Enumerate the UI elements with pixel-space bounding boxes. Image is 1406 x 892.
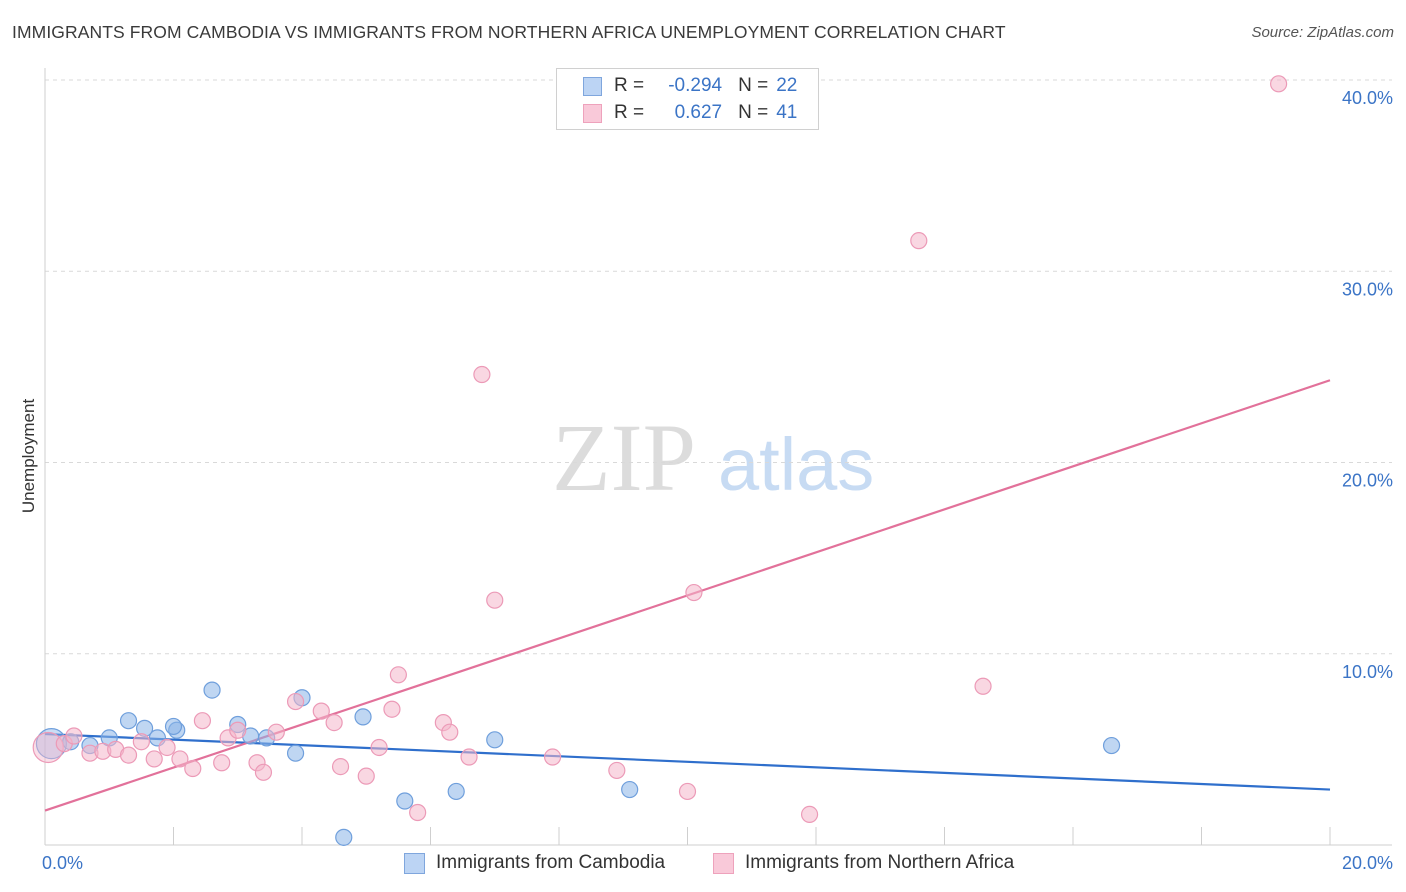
- northern-africa-point: [132, 733, 150, 751]
- northern-africa-point: [229, 721, 247, 739]
- stats-legend: R = -0.294 N = 22 R = 0.627 N = 41: [556, 68, 819, 130]
- northern-africa-point: [543, 748, 562, 766]
- northern-africa-point: [441, 723, 459, 741]
- r-value: -0.294: [668, 75, 723, 96]
- northern-africa-point: [370, 738, 388, 757]
- northern-africa-point: [65, 727, 83, 745]
- northern-africa-swatch: [583, 103, 602, 123]
- n-value: 22: [776, 75, 798, 96]
- northern-africa-point: [608, 761, 626, 780]
- chart-title: IMMIGRANTS FROM CAMBODIA VS IMMIGRANTS F…: [12, 22, 1006, 42]
- cambodia-point: [119, 712, 138, 730]
- stats-row-cambodia: R = -0.294 N = 22: [583, 74, 797, 98]
- cambodia-trend-line: [44, 732, 1331, 791]
- watermark-zip: ZIP: [552, 404, 696, 511]
- northern-africa-point: [119, 746, 138, 764]
- legend-item-cambodia[interactable]: Immigrants from Cambodia: [404, 852, 665, 874]
- series-legend: Immigrants from Cambodia Immigrants from…: [0, 852, 1406, 878]
- legend-label-northern-africa: Immigrants from Northern Africa: [745, 852, 1015, 873]
- watermark-atlas: atlas: [718, 423, 874, 506]
- northern-africa-point: [357, 767, 375, 785]
- y-tick-label: 10.0%: [1342, 662, 1393, 682]
- northern-africa-point: [184, 759, 202, 778]
- northern-africa-point: [409, 803, 427, 822]
- n-label: N =: [738, 102, 769, 123]
- r-label: R =: [614, 102, 645, 123]
- northern-africa-legend-swatch: [713, 852, 734, 874]
- cambodia-point: [335, 828, 353, 846]
- cambodia-point: [396, 792, 414, 810]
- northern-africa-point: [800, 805, 819, 824]
- cambodia-point: [447, 782, 465, 801]
- x-tick-label: 20.0%: [1342, 853, 1393, 873]
- cambodia-legend-swatch: [404, 852, 425, 874]
- cambodia-point: [486, 731, 504, 749]
- n-value: 41: [776, 102, 798, 123]
- r-value: 0.627: [674, 102, 723, 123]
- northern-africa-point: [254, 763, 273, 781]
- northern-africa-point: [267, 723, 285, 741]
- cambodia-point: [621, 780, 639, 799]
- cambodia-point: [286, 744, 305, 762]
- cambodia-point: [1102, 736, 1121, 755]
- northern-africa-point: [158, 738, 176, 757]
- data-points: [32, 75, 1288, 846]
- northern-africa-point: [213, 754, 231, 772]
- y-tick-label: 40.0%: [1342, 88, 1393, 108]
- northern-africa-point: [286, 692, 305, 711]
- stats-row-northern-africa: R = 0.627 N = 41: [583, 101, 797, 125]
- watermark: ZIP atlas: [552, 404, 874, 511]
- northern-africa-point: [171, 750, 189, 768]
- northern-africa-point: [460, 748, 478, 766]
- northern-africa-point: [486, 591, 504, 609]
- northern-africa-point: [1269, 75, 1288, 93]
- northern-africa-point: [678, 782, 697, 801]
- northern-africa-point: [325, 713, 343, 732]
- northern-africa-point: [389, 666, 407, 684]
- northern-africa-point: [312, 702, 330, 720]
- northern-africa-point: [145, 750, 163, 768]
- n-label: N =: [738, 75, 769, 96]
- tick-labels: 10.0% 20.0% 30.0% 40.0% 0.0% 20.0%: [42, 88, 1393, 873]
- gridlines: [45, 79, 1392, 655]
- cambodia-point: [354, 708, 372, 726]
- legend-label-cambodia: Immigrants from Cambodia: [436, 852, 666, 873]
- y-axis-title: Unemployment: [19, 399, 38, 514]
- northern-africa-point: [910, 232, 928, 250]
- y-tick-label: 30.0%: [1342, 279, 1393, 299]
- northern-africa-point: [331, 757, 350, 776]
- x-tick-label: 0.0%: [42, 853, 83, 873]
- northern-africa-point: [383, 700, 401, 718]
- northern-africa-point: [974, 677, 992, 695]
- r-label: R =: [614, 75, 645, 96]
- cambodia-swatch: [583, 76, 602, 96]
- cambodia-point: [164, 717, 183, 736]
- legend-item-northern-africa[interactable]: Immigrants from Northern Africa: [713, 852, 1014, 874]
- northern-africa-point: [473, 365, 491, 384]
- northern-africa-point: [193, 712, 212, 730]
- northern-africa-point: [685, 583, 703, 602]
- axes: [44, 68, 1392, 846]
- y-tick-label: 20.0%: [1342, 471, 1393, 491]
- cambodia-point: [203, 681, 221, 699]
- source-label: Source: ZipAtlas.com: [1251, 24, 1394, 41]
